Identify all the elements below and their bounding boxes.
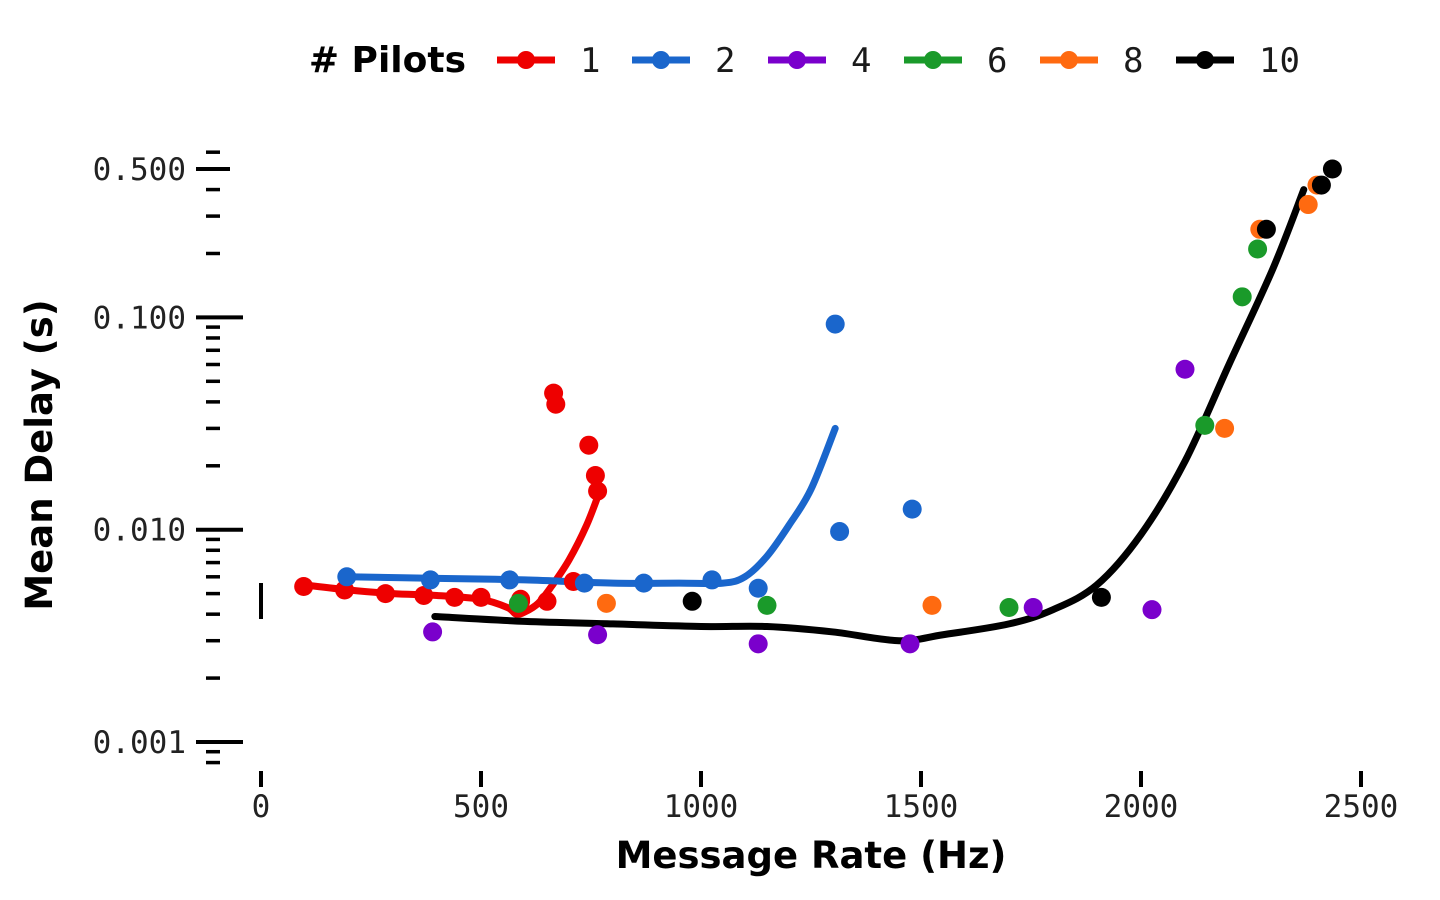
data-point-series-2 [830,522,850,542]
data-point-series-4 [588,625,608,645]
legend-swatch-point [1196,51,1214,69]
data-point-series-2 [420,570,440,590]
data-points [294,159,1342,654]
legend-item-6: 6 [904,41,1007,81]
legend-swatch-point [788,51,806,69]
x-tick-label: 1000 [664,789,739,825]
data-point-series-8 [1298,195,1318,215]
data-point-series-2 [337,567,357,587]
data-point-series-10 [1091,587,1111,607]
data-point-series-1 [294,577,314,597]
legend-label: 1 [580,41,600,81]
legend-swatch-point [924,51,942,69]
data-point-series-10 [1322,159,1342,179]
legend-label: 6 [987,41,1007,81]
data-point-series-1 [537,591,557,611]
legend-swatch-point [1060,51,1078,69]
data-point-series-8 [922,595,942,615]
data-point-series-6 [757,595,777,615]
y-tick-label: 0.500 [93,152,186,188]
data-point-series-1 [414,585,434,605]
data-point-series-1 [579,435,599,455]
y-tick-label: 0.100 [93,300,186,336]
legend-swatch-point [517,51,535,69]
data-point-series-1 [585,466,605,486]
data-point-series-4 [1142,600,1162,620]
x-tick-label: 2000 [1104,789,1179,825]
y-axis: 0.500 0.100 0.010 0.001 [93,150,243,765]
data-point-series-4 [423,622,443,642]
x-tick-label: 2500 [1324,789,1399,825]
data-point-series-6 [508,593,528,613]
data-point-series-1 [588,481,608,501]
data-point-series-6 [1195,415,1215,435]
x-axis-title: Message Rate (Hz) [616,834,1007,877]
data-point-series-10 [1311,175,1331,195]
legend-label: 4 [851,41,871,81]
x-tick-label: 1500 [884,789,959,825]
data-point-series-1 [471,587,491,607]
data-point-series-8 [1215,418,1235,438]
data-point-series-6 [999,598,1019,618]
legend-items: 1 2 4 6 8 10 [497,41,1300,81]
legend-swatch-point [652,51,670,69]
data-point-series-2 [902,499,922,519]
y-axis-title: Mean Delay (s) [18,299,61,610]
legend-item-8: 8 [1040,41,1143,81]
y-tick-label: 0.010 [93,513,186,549]
data-point-series-1 [445,587,465,607]
legend-item-4: 4 [768,41,871,81]
legend-item-2: 2 [632,41,735,81]
legend-label: 2 [715,41,735,81]
data-point-series-2 [500,570,520,590]
data-point-series-1 [376,584,396,604]
data-point-series-10 [1256,219,1276,239]
legend-title: # Pilots [309,40,466,81]
data-point-series-6 [1232,287,1252,307]
data-point-series-2 [825,314,845,334]
data-point-series-10 [682,591,702,611]
data-point-series-6 [1248,239,1268,259]
data-point-series-2 [574,573,594,593]
x-tick-label: 0 [252,789,271,825]
x-axis: 0 500 1000 1500 2000 2500 [252,583,1399,825]
x-tick-label: 500 [453,789,509,825]
fit-line-series-10 [431,186,1308,645]
legend-label: 8 [1123,41,1143,81]
data-point-series-4 [1023,598,1043,618]
data-point-series-2 [702,570,722,590]
data-point-series-1 [546,394,566,414]
fit-lines [300,186,1308,645]
legend-item-10: 10 [1176,41,1300,81]
data-point-series-2 [748,578,768,598]
data-point-series-4 [748,634,768,654]
legend-label: 10 [1259,41,1300,81]
legend-item-1: 1 [497,41,600,81]
data-point-series-4 [900,634,920,654]
data-point-series-4 [1175,359,1195,379]
data-point-series-2 [634,573,654,593]
y-tick-label: 0.001 [93,725,186,761]
data-point-series-8 [596,593,616,613]
legend: # Pilots 1 2 4 6 8 10 [309,40,1300,81]
